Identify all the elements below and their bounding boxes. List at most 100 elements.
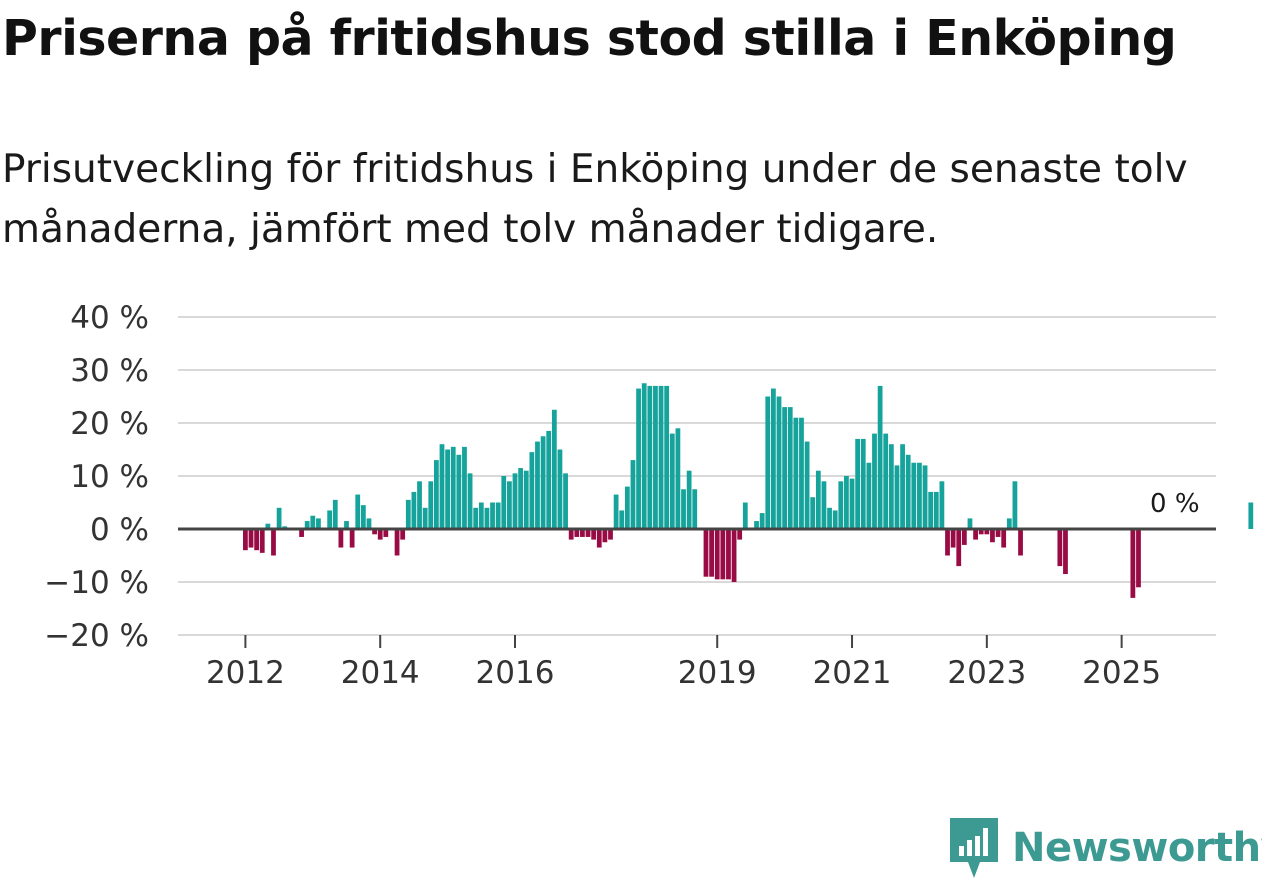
bar: [1057, 529, 1063, 567]
bar: [501, 476, 507, 529]
bar: [1006, 518, 1012, 529]
bar: [613, 494, 619, 529]
bar: [619, 510, 625, 529]
bar: [585, 529, 591, 537]
bar: [905, 454, 911, 529]
bar: [271, 529, 276, 556]
bar: [1012, 481, 1018, 529]
bar-chart: −20 %−10 %0 %10 %20 %30 %40 % 2012 2014 20…: [44, 300, 1254, 691]
bar: [377, 529, 383, 540]
bar: [512, 473, 518, 529]
bar: [737, 529, 743, 540]
bar: [933, 491, 939, 529]
bar: [793, 417, 799, 529]
bar: [742, 502, 748, 529]
bar: [355, 494, 361, 529]
bar: [866, 462, 872, 529]
bar: [445, 449, 450, 529]
bar: [411, 491, 417, 529]
bar: [658, 385, 664, 529]
bar: [990, 529, 995, 543]
bar: [860, 438, 866, 529]
bar: [473, 507, 479, 529]
bar: [456, 454, 462, 529]
bar: [529, 452, 535, 529]
bar: [804, 441, 810, 529]
bar: [967, 518, 973, 529]
bar: [596, 529, 602, 548]
bar: [754, 521, 759, 529]
bar: [1018, 529, 1023, 556]
bar: [669, 433, 675, 529]
bar: [681, 489, 686, 529]
bar: [344, 521, 349, 529]
y-tick-label: −20 %: [44, 618, 149, 654]
bar: [523, 470, 529, 529]
bar: [883, 433, 889, 529]
bar: [973, 529, 978, 540]
x-tick-label: 2025: [1082, 655, 1161, 691]
bar: [563, 473, 568, 529]
annotations: 0 %: [1150, 489, 1200, 519]
bar: [535, 441, 540, 529]
bar: [995, 529, 1001, 537]
bar: [568, 529, 574, 540]
x-tick-label: 2014: [341, 655, 420, 691]
bar: [484, 507, 490, 529]
newsworthy-logo-icon: [950, 818, 998, 878]
bar: [372, 529, 377, 535]
bar: [316, 518, 321, 529]
x-tick-label: 2016: [476, 655, 555, 691]
bar: [422, 507, 428, 529]
y-tick-label: 0 %: [90, 512, 149, 548]
bar: [703, 529, 709, 577]
bar: [810, 497, 816, 529]
bar: [495, 502, 501, 529]
bar: [518, 468, 524, 529]
bar: [647, 385, 653, 529]
y-tick-label: 40 %: [70, 300, 149, 336]
bar: [338, 529, 344, 548]
bar: [956, 529, 962, 567]
bar: [546, 430, 552, 529]
bar: [490, 502, 495, 529]
bar: [405, 499, 411, 529]
bar: [243, 529, 248, 551]
bar: [978, 529, 984, 535]
bar: [900, 444, 905, 529]
bar: [832, 510, 838, 529]
bar: [254, 529, 260, 551]
bar: [630, 460, 636, 529]
bar: [276, 507, 282, 529]
bar: [821, 481, 827, 529]
bar: [1248, 502, 1254, 529]
bar: [894, 465, 900, 529]
bar: [950, 529, 956, 548]
bar: [259, 529, 265, 553]
bar: [709, 529, 714, 577]
bar: [428, 481, 434, 529]
bar: [765, 396, 771, 529]
x-axis: 2012 2014 2016 2019 2021 2023 2025: [206, 635, 1161, 691]
bar: [945, 529, 950, 556]
bar: [591, 529, 597, 540]
bar: [939, 481, 945, 529]
bar: [574, 529, 580, 537]
bar: [877, 385, 883, 529]
bar: [624, 486, 630, 529]
bar: [664, 385, 670, 529]
bar: [310, 515, 316, 529]
bar: [787, 407, 793, 529]
bar: [580, 529, 585, 537]
bar: [653, 385, 658, 529]
x-tick-label: 2023: [947, 655, 1026, 691]
bar: [366, 518, 372, 529]
gridlines: [178, 316, 1216, 636]
bar: [922, 465, 928, 529]
bar: [771, 388, 776, 529]
bar: [636, 388, 641, 529]
bar: [911, 462, 917, 529]
bar: [776, 396, 782, 529]
bar: [641, 383, 647, 529]
bar: [759, 513, 765, 529]
